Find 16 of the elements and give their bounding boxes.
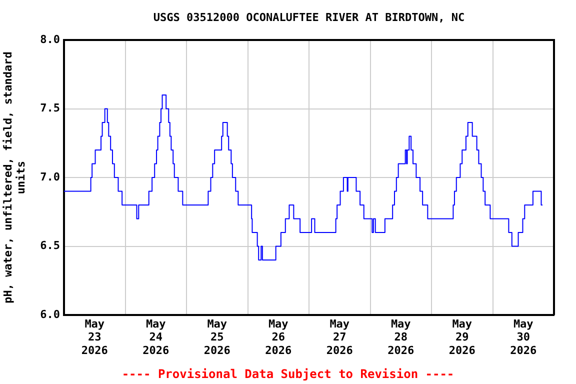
- y-tick-label: 7.0: [40, 170, 60, 184]
- x-tick-label: May 24 2026: [142, 317, 170, 357]
- y-tick-label: 6.5: [40, 239, 60, 252]
- y-tick-label: 6.0: [40, 308, 60, 321]
- y-tick-label: 7.5: [40, 102, 60, 115]
- x-tick-label: May 28 2026: [388, 317, 414, 357]
- x-tick-label: May 30 2026: [510, 317, 537, 357]
- y-tick-label: 8.0: [40, 32, 60, 46]
- x-tick-label: May 26 2026: [265, 317, 292, 357]
- x-tick-label: May 25 2026: [204, 317, 231, 357]
- x-tick-label: May 23 2026: [81, 317, 108, 357]
- text: ---- Provisional Data Subject to Revision ----: [120, 367, 456, 381]
- chart-title: USGS 03512000 OCONALUFTEE RIVER AT BIRDTOWN, NC: [152, 11, 466, 24]
- x-tick-label: May 29 2026: [448, 317, 476, 357]
- y-axis-title: pH, water, unfiltered, field, standard units: [1, 52, 28, 304]
- x-tick-label: May 27 2026: [326, 317, 354, 357]
